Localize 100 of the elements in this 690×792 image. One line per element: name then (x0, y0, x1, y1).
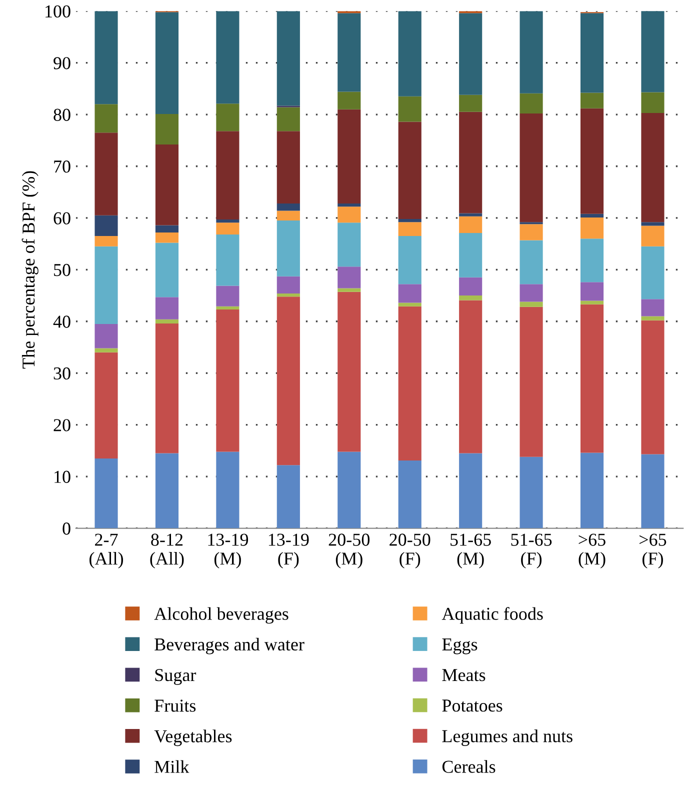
legend-label: Legumes and nuts (442, 730, 572, 746)
bar (459, 13, 482, 95)
y-tick-label: 90 (54, 57, 70, 70)
bar (641, 226, 664, 246)
bar (155, 242, 179, 298)
y-tick-label: 30 (54, 367, 70, 380)
y-tick-label: 80 (54, 108, 70, 121)
bar (580, 452, 604, 528)
bar (216, 234, 240, 286)
bar (338, 203, 361, 207)
bar (398, 302, 422, 306)
bar (216, 220, 240, 223)
bar (155, 144, 179, 226)
legend-label: Fruits (154, 700, 196, 712)
bar (398, 122, 422, 219)
x-tick-label: 13-19 (F) (268, 534, 309, 568)
bar (216, 131, 240, 220)
bar (155, 297, 179, 320)
x-tick-label: >65 (F) (640, 534, 666, 568)
bar (155, 319, 179, 324)
bar (641, 222, 664, 226)
bar (155, 453, 179, 528)
x-tick-label: 51-65 (F) (511, 534, 552, 568)
bar (580, 300, 604, 304)
bar (580, 304, 604, 453)
y-tick-label: 100 (46, 5, 70, 18)
bar (276, 296, 300, 466)
bar (398, 96, 422, 122)
y-tick-label: 60 (54, 212, 70, 224)
bar (459, 94, 482, 112)
y-tick-label: 40 (53, 316, 70, 328)
bar (520, 11, 543, 94)
bar (338, 452, 361, 528)
x-tick-label: 13-19 (M) (208, 534, 248, 568)
bar (459, 112, 482, 214)
bar (398, 236, 422, 284)
bar (641, 454, 664, 528)
bar (459, 453, 482, 528)
bar (580, 108, 604, 214)
x-tick-label: 20-50 (M) (328, 534, 370, 568)
bar (338, 206, 361, 223)
bar (276, 210, 300, 221)
bar (276, 220, 300, 276)
bar (338, 288, 361, 292)
bar (520, 113, 543, 222)
bar (155, 12, 179, 114)
bar (94, 348, 118, 352)
bar (94, 324, 118, 348)
bar (398, 284, 422, 303)
bar (338, 109, 361, 204)
bar (216, 222, 240, 235)
bar (276, 11, 300, 106)
bar (641, 320, 664, 454)
bar (276, 203, 300, 211)
bar (459, 296, 482, 300)
bar (216, 310, 240, 452)
bar (459, 213, 482, 216)
bar (398, 11, 422, 96)
bar (155, 225, 179, 232)
bar (459, 216, 482, 233)
bar (338, 292, 361, 452)
bar (94, 352, 118, 458)
legend-label: Potatoes (442, 700, 502, 712)
legend-label: Cereals (442, 760, 496, 773)
bar (398, 222, 422, 236)
bar (520, 224, 543, 240)
bar (398, 460, 422, 528)
x-tick-label: 8-12 (All) (150, 534, 184, 568)
bar (338, 13, 361, 92)
bar (338, 266, 361, 288)
bar (641, 11, 664, 92)
bar (580, 214, 604, 218)
legend-label: Vegetables (154, 730, 232, 746)
bar (641, 299, 664, 316)
bar (94, 246, 118, 324)
bar (94, 458, 118, 528)
bar (338, 92, 361, 110)
bar (276, 293, 300, 297)
bar (641, 112, 664, 222)
bar (94, 215, 118, 236)
bar (398, 218, 422, 222)
y-axis-title: The percentage of BPF (%) (22, 171, 38, 369)
bar (641, 92, 664, 113)
bar (155, 114, 179, 145)
bar (94, 132, 118, 216)
bar (216, 104, 240, 132)
x-tick-label: >65 (M) (578, 534, 606, 568)
bar (520, 306, 543, 457)
bar (641, 246, 664, 300)
x-tick-label: 51-65 (M) (450, 534, 491, 568)
bar (398, 306, 422, 461)
bar (155, 232, 179, 243)
bar (459, 277, 482, 296)
bar (580, 282, 604, 301)
legend-label: Alcohol beverages (154, 607, 288, 624)
bar (94, 11, 118, 104)
bar (520, 302, 543, 307)
y-tick-label: 50 (54, 264, 70, 276)
bar (216, 11, 240, 104)
y-tick-label: 70 (54, 160, 70, 173)
